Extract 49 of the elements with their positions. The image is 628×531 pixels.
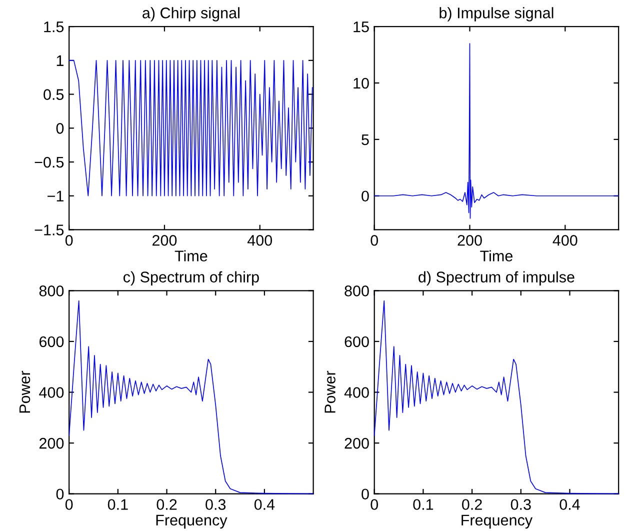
y-tick-label: 400 bbox=[39, 387, 64, 398]
x-tick-label: 0.3 bbox=[510, 499, 531, 510]
y-tick-label: 15 bbox=[354, 22, 369, 32]
y-axis-title: Power bbox=[19, 370, 30, 413]
x-tick-label: 0.2 bbox=[156, 499, 177, 510]
x-tick-label: 0.2 bbox=[462, 499, 482, 510]
x-axis-title: Time bbox=[480, 250, 512, 262]
x-tick-label: 0.3 bbox=[206, 499, 226, 510]
x-tick-label: 400 bbox=[247, 234, 272, 246]
x-tick-label: 400 bbox=[552, 234, 578, 246]
y-tick-label: 600 bbox=[344, 336, 369, 348]
y-tick-label: 200 bbox=[344, 438, 369, 449]
y-tick-label: 1 bbox=[56, 55, 64, 66]
x-tick-label: 0 bbox=[65, 499, 73, 510]
y-tick-label: 0 bbox=[362, 488, 369, 500]
line-series bbox=[68, 60, 313, 196]
chart-title: a) Chirp signal bbox=[142, 7, 240, 22]
x-axis-title: Frequency bbox=[156, 514, 228, 529]
x-tick-label: 200 bbox=[458, 234, 482, 246]
y-tick-label: 0 bbox=[362, 190, 369, 202]
chart-title: c) Spectrum of chirp bbox=[123, 271, 259, 286]
y-tick-label: 200 bbox=[40, 438, 64, 449]
chart-title: b) Impulse signal bbox=[440, 7, 554, 22]
x-tick-label: 0 bbox=[370, 234, 378, 246]
x-tick-label: 200 bbox=[152, 234, 177, 246]
chart-title: d) Spectrum of impulse bbox=[418, 271, 574, 286]
y-tick-label: 800 bbox=[344, 286, 369, 296]
x-tick-label: 0.4 bbox=[254, 499, 275, 510]
y-tick-label: 600 bbox=[40, 336, 64, 348]
y-tick-label: 0 bbox=[56, 123, 64, 134]
y-tick-label: −1 bbox=[48, 190, 64, 202]
line-series bbox=[374, 43, 619, 219]
y-tick-label: 0 bbox=[56, 488, 64, 500]
x-axis-title: Frequency bbox=[462, 514, 533, 529]
x-tick-label: 0.4 bbox=[560, 499, 580, 510]
y-tick-label: 800 bbox=[39, 286, 64, 296]
x-tick-label: 0 bbox=[65, 234, 73, 246]
y-tick-label: 1.5 bbox=[44, 22, 64, 32]
y-tick-label: 400 bbox=[344, 387, 369, 398]
x-tick-label: 0 bbox=[370, 499, 378, 510]
y-tick-label: −1.5 bbox=[34, 224, 64, 236]
y-tick-label: −0.5 bbox=[34, 156, 64, 168]
x-axis-title: Time bbox=[174, 250, 208, 262]
y-tick-label: 10 bbox=[354, 78, 369, 89]
y-tick-label: 5 bbox=[362, 134, 369, 146]
y-axis-title: Power bbox=[324, 370, 336, 413]
x-tick-label: 0.1 bbox=[108, 499, 128, 510]
x-tick-label: 0.1 bbox=[413, 499, 434, 510]
y-tick-label: 0.5 bbox=[44, 89, 64, 100]
